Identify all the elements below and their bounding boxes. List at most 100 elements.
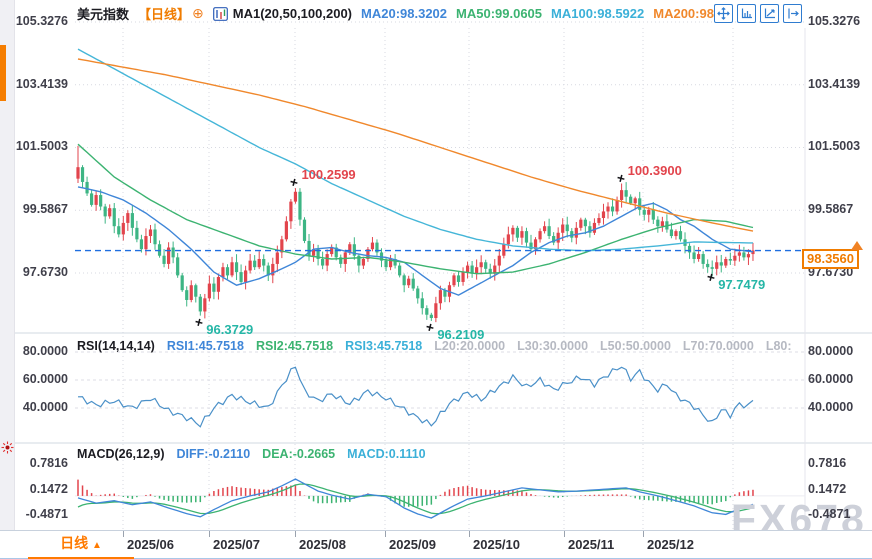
candle-body (411, 278, 415, 289)
candle-body (117, 226, 121, 235)
macd-axis-label-right: -0.4871 (808, 507, 851, 522)
macd-name[interactable]: MACD(26,12,9) (77, 447, 165, 461)
candle-body (230, 262, 234, 276)
candle-body (321, 258, 325, 266)
scale-axis-icon[interactable] (737, 4, 756, 23)
candle-body (289, 201, 293, 222)
candle-body (135, 227, 139, 240)
candle-body (506, 234, 510, 245)
candle-body (266, 265, 270, 276)
rsi-level-label: L50:50.0000 (600, 339, 671, 353)
candle-body (311, 249, 316, 256)
rsi-header: RSI(14,14,14) RSI1:45.7518 RSI2:45.7518 … (77, 339, 816, 353)
month-tick (295, 531, 296, 537)
exit-icon[interactable] (783, 4, 802, 23)
candle-body (542, 226, 547, 232)
month-label: 2025/10 (473, 537, 520, 552)
rsi-level-label: L80: (765, 339, 792, 353)
bottom-bar: 日线 ▲ 2025/06 2025/07 2025/08 2025/09 2025/10… (0, 530, 872, 559)
rsi-name[interactable]: RSI(14,14,14) (77, 339, 155, 353)
price-axis-label-right: 105.3276 (808, 14, 861, 28)
candle-body (180, 275, 184, 291)
candle-body (556, 232, 560, 243)
candle-body (434, 303, 438, 319)
annotation-high: 100.2599 (301, 167, 356, 183)
rsi-axis-label-right: 60.0000 (808, 372, 854, 386)
candle-body (465, 265, 470, 273)
candle-body (660, 221, 664, 227)
live-indicator-icon (1, 441, 14, 454)
candle-body (280, 239, 284, 253)
candle-body (130, 213, 134, 228)
candle-body (570, 231, 574, 238)
dea-line (77, 483, 754, 515)
candle-body (153, 229, 157, 245)
candle-body (307, 240, 311, 256)
month-tick (209, 531, 210, 537)
candle-body (443, 290, 447, 297)
candle-body (656, 219, 660, 227)
annotation-high: 100.3900 (627, 162, 682, 178)
candle-body (552, 236, 556, 243)
candle-body (339, 257, 343, 264)
candle-body (207, 283, 211, 299)
move-icon[interactable] (714, 4, 733, 23)
candle-body (651, 209, 655, 220)
rsi-levels: L20:20.0000 L30:30.0000 L50:50.0000 L70:70.… (434, 339, 803, 353)
ma-settings-label[interactable]: MA1(20,50,100,200) (232, 6, 353, 21)
ma200-value: MA200:98.8 (653, 6, 725, 21)
candle-body (144, 236, 148, 250)
candle-body (302, 219, 307, 241)
kline-icon (212, 6, 228, 21)
candle-body (629, 196, 633, 204)
rsi3-value: RSI3:45.7518 (345, 339, 423, 353)
candle-body (515, 227, 520, 238)
rsi-axis-label-left: 40.0000 (22, 400, 68, 414)
candle-body (606, 206, 610, 212)
add-indicator-icon[interactable]: ⊕ (192, 5, 204, 21)
candle-body (375, 242, 379, 253)
candle-body (438, 290, 442, 304)
candle-body (198, 296, 202, 312)
candle-body (239, 272, 243, 282)
price-axis-label-right: 101.5003 (808, 139, 861, 154)
macd-value: MACD:0.1110 (347, 447, 426, 461)
rsi2-value: RSI2:45.7518 (255, 339, 334, 353)
candle-body (189, 285, 193, 300)
timeframe-tab-daily[interactable]: 日线 ▲ (28, 533, 134, 559)
candle-body (697, 254, 701, 259)
candle-body (216, 277, 221, 292)
trend-axis-icon[interactable] (760, 4, 779, 23)
dea-value: DEA:-0.2665 (262, 447, 336, 461)
candle-body (221, 267, 225, 278)
price-scale-arrow-icon[interactable] (851, 241, 863, 250)
candle-body (103, 206, 107, 217)
rsi-axis-label-right: 80.0000 (808, 344, 854, 358)
candle-body (456, 275, 461, 282)
tab-arrow-icon: ▲ (91, 540, 102, 551)
candle-body (538, 231, 542, 240)
annotation-low: 96.3729 (206, 321, 254, 337)
candle-body (461, 272, 465, 282)
scrollbar-thumb[interactable] (0, 45, 6, 101)
rsi-level-label: L20:20.0000 (434, 339, 506, 353)
candle-body (579, 219, 583, 228)
candle-body (366, 249, 370, 259)
candle-body (742, 252, 746, 258)
ma200-line (77, 58, 754, 232)
candle-body (624, 190, 628, 197)
candle-body (253, 260, 257, 268)
candle-body (139, 239, 144, 250)
ma100-line (77, 48, 753, 252)
candle-body (112, 208, 116, 227)
candle-body (325, 254, 329, 266)
ma50-value: MA50:99.0605 (456, 6, 543, 21)
candle-body (701, 254, 705, 264)
candle-body (484, 262, 488, 269)
left-scrollbar (0, 0, 15, 559)
candle-body (533, 239, 538, 250)
candle-body (647, 209, 651, 215)
candle-body (402, 275, 406, 286)
